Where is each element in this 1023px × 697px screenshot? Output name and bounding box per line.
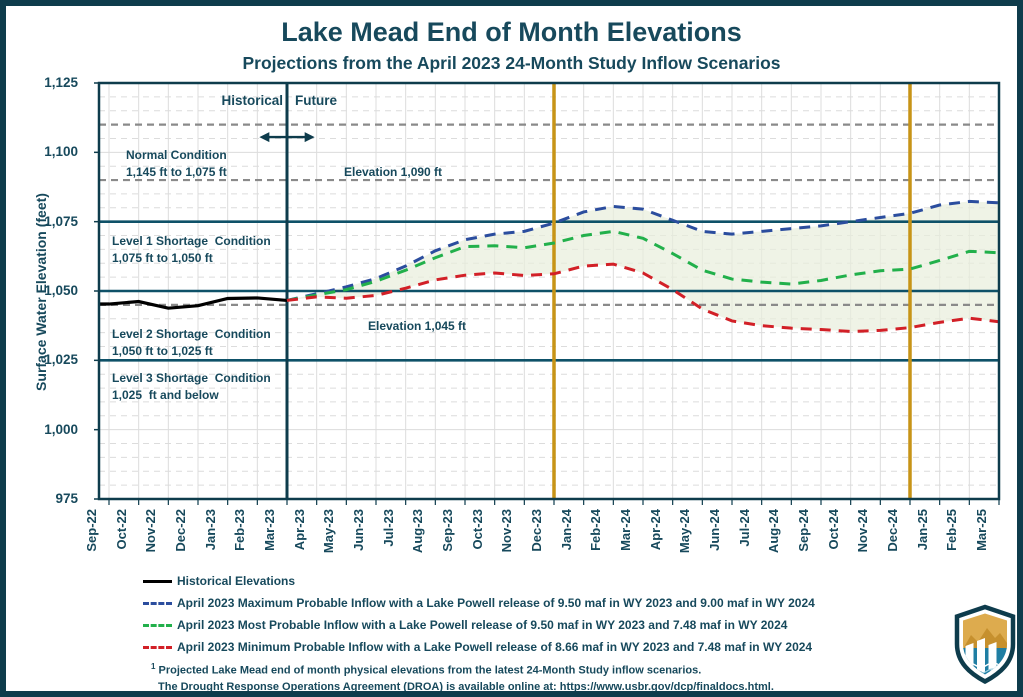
legend-sample-minimum-line <box>143 645 172 649</box>
arrow-head-left <box>259 132 270 143</box>
y-axis-tick-label: 1,100 <box>44 144 78 160</box>
footnote-line1: 1 Projected Lake Mead end of month physi… <box>151 659 774 679</box>
elevation-1090-label: Elevation 1,090 ft <box>344 165 443 179</box>
x-axis-tick-label: Nov-22 <box>143 509 159 553</box>
zone-level3-line1: Level 3 Shortage Condition <box>112 371 271 385</box>
legend: Historical Elevations April 2023 Maximum… <box>143 570 815 658</box>
x-axis-tick-label: Mar-25 <box>974 509 989 551</box>
series-min <box>286 262 1000 333</box>
x-axis-tick-label: Jul-23 <box>380 509 396 547</box>
y-axis-tick-label: 1,050 <box>44 283 78 298</box>
x-axis-tick-label: Dec-22 <box>173 509 188 552</box>
x-axis-tick-label: Feb-25 <box>944 509 960 551</box>
x-axis-tick-label: Nov-24 <box>855 509 871 553</box>
x-axis-tick-label: Oct-24 <box>825 509 841 550</box>
footnote-superscript: 1 <box>151 662 156 671</box>
chart-subtitle: Projections from the April 2023 24-Month… <box>242 53 781 73</box>
x-axis-tick-label: Jun-23 <box>351 509 366 551</box>
x-axis-tick-label: Nov-23 <box>499 509 515 553</box>
legend-label-maximum: April 2023 Maximum Probable Inflow with … <box>177 596 815 610</box>
x-axis-tick-label: Sep-24 <box>796 509 811 552</box>
series-most <box>286 229 1000 302</box>
x-axis-tick-label: Dec-24 <box>885 509 900 552</box>
logo-dam-2 <box>977 638 985 673</box>
zone-level2-line1: Level 2 Shortage Condition <box>112 327 271 341</box>
x-axis-tick-label: Dec-23 <box>529 509 544 552</box>
x-axis-tick-label: May-24 <box>677 509 693 554</box>
legend-sample-maximum-line <box>143 601 172 605</box>
x-axis-tick-label: Feb-23 <box>232 509 248 551</box>
x-axis-tick-label: Aug-24 <box>766 509 782 554</box>
zone-normal-condition: Normal Condition 1,145 ft to 1,075 ft <box>126 147 227 180</box>
arrow-head-right <box>304 132 315 143</box>
legend-sample-historical-line <box>143 579 172 583</box>
future-period-label: Future <box>295 93 337 108</box>
x-axis-tick-label: Sep-22 <box>84 509 99 552</box>
legend-label-most-probable: April 2023 Most Probable Inflow with a L… <box>177 618 788 632</box>
plot-area <box>94 81 1001 505</box>
footnote-line2: The Drought Response Operations Agreemen… <box>158 680 774 693</box>
x-axis-tick-label: Oct-23 <box>469 509 485 550</box>
y-axis-tick-label: 1,025 <box>44 352 78 368</box>
y-axis-tick-label: 1,125 <box>44 75 78 90</box>
legend-label-minimum: April 2023 Minimum Probable Inflow with … <box>177 640 813 654</box>
elevation-1045-label: Elevation 1,045 ft <box>368 319 467 333</box>
x-axis-tick-label: Jan-23 <box>202 509 218 551</box>
zone-level3-line2: 1,025 ft and below <box>112 387 219 402</box>
historical-period-label: Historical <box>221 93 283 108</box>
usbr-logo <box>954 604 1016 685</box>
x-axis-tick-label: Jan-25 <box>914 509 930 551</box>
projection-range-band <box>287 201 999 332</box>
zone-normal-line2: 1,145 ft to 1,075 ft <box>126 164 227 179</box>
legend-sample-most-probable-line <box>143 623 172 627</box>
y-axis-tick-label: 1,000 <box>44 421 78 437</box>
series-max <box>286 199 1000 302</box>
x-axis-tick-label: Feb-24 <box>588 509 604 551</box>
x-axis-tick-label: Aug-23 <box>410 509 426 554</box>
x-axis-tick-label: Apr-24 <box>647 509 663 551</box>
zone-normal-line1: Normal Condition <box>126 148 227 162</box>
x-axis-tick-label: Apr-23 <box>291 509 307 551</box>
x-axis-tick-label: Mar-24 <box>618 509 633 551</box>
x-axis-tick-label: Sep-23 <box>440 509 455 552</box>
y-axis-tick-label: 975 <box>55 491 78 506</box>
legend-item-maximum-inflow: April 2023 Maximum Probable Inflow with … <box>143 592 815 614</box>
zone-level1-shortage: Level 1 Shortage Condition 1,075 ft to 1,… <box>112 233 271 266</box>
legend-item-historical: Historical Elevations <box>143 570 815 592</box>
footnote-line1-text: Projected Lake Mead end of month physica… <box>155 664 702 677</box>
y-axis-tick-label: 1,075 <box>44 213 78 229</box>
footnotes: 1 Projected Lake Mead end of month physi… <box>151 659 774 693</box>
series-historical <box>99 296 288 310</box>
logo-dam-3 <box>988 642 997 671</box>
x-axis-tick-label: Oct-22 <box>113 509 129 550</box>
chart-title: Lake Mead End of Month Elevations <box>281 17 742 47</box>
zone-level1-line2: 1,075 ft to 1,050 ft <box>112 250 213 265</box>
zone-level2-line2: 1,050 ft to 1,025 ft <box>112 343 213 358</box>
x-axis-tick-label: Jun-24 <box>707 509 722 551</box>
x-axis-tick-label: May-23 <box>321 509 337 554</box>
zone-level3-shortage: Level 3 Shortage Condition 1,025 ft and b… <box>112 370 271 403</box>
x-axis-tick-label: Mar-23 <box>262 509 277 551</box>
legend-item-most-probable-inflow: April 2023 Most Probable Inflow with a L… <box>143 614 815 636</box>
x-axis-tick-label: Jul-24 <box>736 509 752 547</box>
zone-level2-shortage: Level 2 Shortage Condition 1,050 ft to 1,… <box>112 326 271 359</box>
x-axis-tick-label: Jan-24 <box>558 509 574 551</box>
zone-level1-line1: Level 1 Shortage Condition <box>112 234 271 248</box>
legend-item-minimum-inflow: April 2023 Minimum Probable Inflow with … <box>143 636 815 658</box>
legend-label-historical: Historical Elevations <box>177 574 296 588</box>
